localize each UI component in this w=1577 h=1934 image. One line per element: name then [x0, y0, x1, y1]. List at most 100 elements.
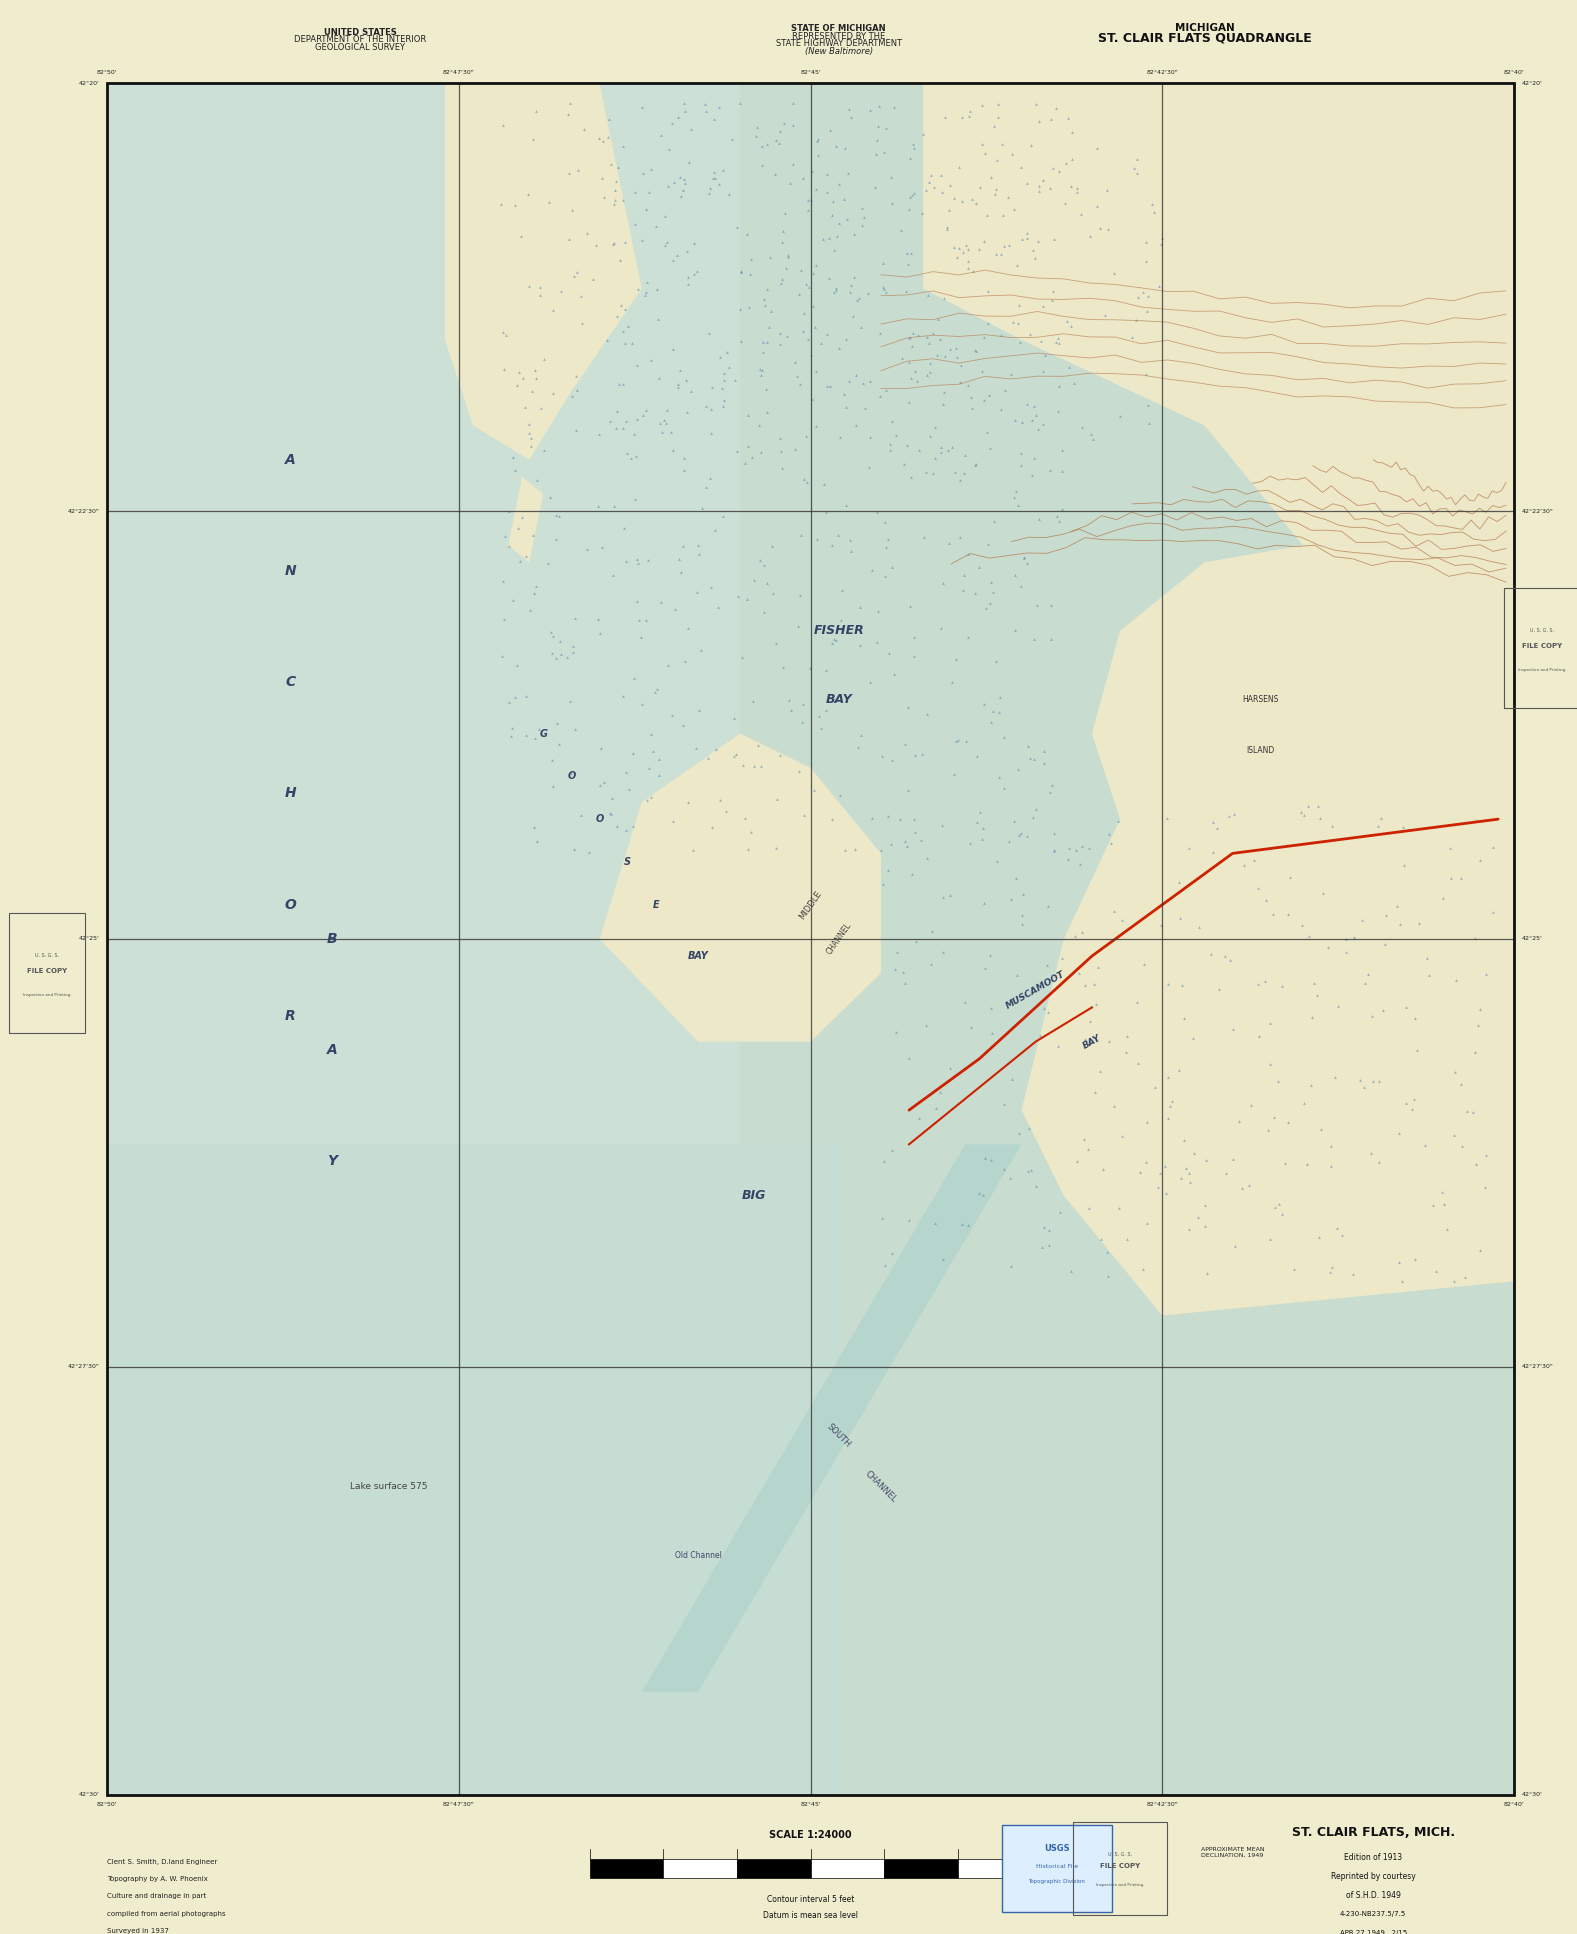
Text: STATE OF MICHIGAN: STATE OF MICHIGAN — [792, 23, 886, 33]
Text: Contour interval 5 feet: Contour interval 5 feet — [766, 1895, 855, 1905]
Text: compiled from aerial photographs: compiled from aerial photographs — [107, 1911, 226, 1917]
Polygon shape — [1091, 545, 1514, 820]
Text: FILE COPY: FILE COPY — [1101, 1862, 1140, 1870]
Text: U. S. G. S.: U. S. G. S. — [35, 953, 60, 957]
Polygon shape — [508, 478, 544, 563]
Text: O: O — [568, 772, 576, 781]
Bar — [107, 1145, 839, 1795]
Text: STATE HIGHWAY DEPARTMENT: STATE HIGHWAY DEPARTMENT — [776, 39, 902, 48]
Text: Clent S. Smith, D.land Engineer: Clent S. Smith, D.land Engineer — [107, 1859, 218, 1864]
Bar — [107, 83, 1514, 1795]
Text: 42°22'30": 42°22'30" — [68, 509, 99, 514]
Text: of S.H.D. 1949: of S.H.D. 1949 — [1345, 1891, 1400, 1901]
Polygon shape — [1022, 820, 1514, 1315]
Text: O: O — [284, 897, 296, 911]
Text: BAY: BAY — [1082, 1033, 1102, 1050]
Text: H: H — [284, 787, 296, 801]
Text: 82°42'30": 82°42'30" — [1146, 70, 1178, 75]
Text: Surveyed in 1937: Surveyed in 1937 — [107, 1928, 169, 1934]
Text: A: A — [326, 1042, 337, 1058]
Text: CHANNEL: CHANNEL — [863, 1470, 899, 1505]
Text: ST. CLAIR FLATS QUADRANGLE: ST. CLAIR FLATS QUADRANGLE — [1098, 31, 1312, 44]
Text: 82°50': 82°50' — [96, 70, 118, 75]
Text: BAY: BAY — [825, 692, 852, 706]
Text: BIG: BIG — [743, 1189, 766, 1203]
Text: FILE COPY: FILE COPY — [1522, 642, 1563, 648]
Text: UNITED STATES: UNITED STATES — [323, 27, 397, 37]
Text: ST. CLAIR FLATS, MICH.: ST. CLAIR FLATS, MICH. — [1292, 1826, 1456, 1839]
Text: 82°50': 82°50' — [96, 1802, 118, 1808]
Polygon shape — [599, 733, 882, 1042]
Text: Lake surface 575: Lake surface 575 — [350, 1481, 427, 1491]
Text: APR 27 1949   2/15: APR 27 1949 2/15 — [1339, 1930, 1407, 1934]
Bar — [885, 1859, 957, 1878]
Text: G: G — [539, 729, 547, 739]
Text: S: S — [624, 857, 631, 866]
Text: SOUTH: SOUTH — [825, 1421, 852, 1449]
Text: 42°25': 42°25' — [79, 936, 99, 942]
Text: 82°42'30": 82°42'30" — [1146, 1802, 1178, 1808]
Bar — [107, 83, 740, 1195]
Text: Edition of 1913: Edition of 1913 — [1344, 1853, 1402, 1862]
Bar — [957, 1859, 1031, 1878]
Text: 42°25': 42°25' — [1522, 936, 1542, 942]
Bar — [107, 83, 1514, 1795]
Text: 82°47'30": 82°47'30" — [443, 70, 475, 75]
Bar — [736, 1859, 811, 1878]
Bar — [1504, 588, 1577, 708]
Text: B: B — [326, 932, 337, 946]
Text: CHANNEL: CHANNEL — [825, 921, 853, 957]
Text: 82°45': 82°45' — [800, 70, 822, 75]
Bar — [664, 1859, 736, 1878]
Text: REPRESENTED BY THE: REPRESENTED BY THE — [792, 31, 885, 41]
Text: 42°30': 42°30' — [1522, 1793, 1542, 1797]
Text: SCALE 1:24000: SCALE 1:24000 — [770, 1830, 852, 1839]
Text: N: N — [284, 565, 296, 578]
Text: Culture and drainage in part: Culture and drainage in part — [107, 1893, 207, 1899]
Text: APPROXIMATE MEAN
DECLINATION, 1949: APPROXIMATE MEAN DECLINATION, 1949 — [1200, 1847, 1265, 1859]
Text: 42°20': 42°20' — [79, 81, 99, 85]
Text: Inspection and Printing.: Inspection and Printing. — [1096, 1884, 1145, 1888]
Text: BAY: BAY — [688, 952, 708, 961]
Polygon shape — [923, 83, 1514, 545]
Text: 42°27'30": 42°27'30" — [1522, 1363, 1553, 1369]
Text: Old Channel: Old Channel — [675, 1551, 722, 1559]
Text: A: A — [285, 453, 295, 466]
Text: U. S. G. S.: U. S. G. S. — [1530, 627, 1555, 632]
Text: 82°40': 82°40' — [1503, 70, 1525, 75]
Text: U. S. G. S.: U. S. G. S. — [1109, 1853, 1132, 1857]
Bar — [1001, 1826, 1112, 1911]
Text: R: R — [285, 1010, 295, 1023]
Text: 42°30': 42°30' — [79, 1793, 99, 1797]
Text: Reprinted by courtesy: Reprinted by courtesy — [1331, 1872, 1416, 1882]
Text: 42°20': 42°20' — [1522, 81, 1542, 85]
Text: 42°27'30": 42°27'30" — [68, 1363, 99, 1369]
Text: E: E — [653, 899, 659, 909]
Text: MUSCAMOOT: MUSCAMOOT — [1005, 969, 1066, 1011]
Text: 42°22'30": 42°22'30" — [1522, 509, 1553, 514]
Text: Topographic Division: Topographic Division — [1028, 1880, 1085, 1884]
Text: O: O — [596, 814, 604, 824]
Text: MIDDLE: MIDDLE — [798, 890, 823, 921]
Text: 4-230-NB237.5/7.5: 4-230-NB237.5/7.5 — [1340, 1911, 1407, 1917]
Text: 82°47'30": 82°47'30" — [443, 1802, 475, 1808]
Text: Inspection and Printing.: Inspection and Printing. — [1519, 667, 1566, 671]
Bar — [9, 913, 85, 1033]
Polygon shape — [445, 83, 642, 460]
Text: USGS: USGS — [1044, 1845, 1069, 1853]
Text: MICHIGAN: MICHIGAN — [1175, 23, 1235, 33]
Text: Inspection and Printing.: Inspection and Printing. — [24, 992, 71, 996]
Text: Historical File: Historical File — [1036, 1864, 1077, 1868]
Text: ISLAND: ISLAND — [1246, 747, 1274, 754]
Text: Topography by A. W. Phoenix: Topography by A. W. Phoenix — [107, 1876, 208, 1882]
Bar — [1072, 1822, 1167, 1915]
Text: Y: Y — [328, 1155, 337, 1168]
Text: 82°45': 82°45' — [800, 1802, 822, 1808]
Text: (New Baltimore): (New Baltimore) — [804, 46, 872, 56]
Text: 82°40': 82°40' — [1503, 1802, 1525, 1808]
Bar — [590, 1859, 664, 1878]
Text: DEPARTMENT OF THE INTERIOR: DEPARTMENT OF THE INTERIOR — [295, 35, 426, 44]
Polygon shape — [642, 1145, 1022, 1692]
Text: FILE COPY: FILE COPY — [27, 967, 68, 975]
Bar — [811, 1859, 885, 1878]
